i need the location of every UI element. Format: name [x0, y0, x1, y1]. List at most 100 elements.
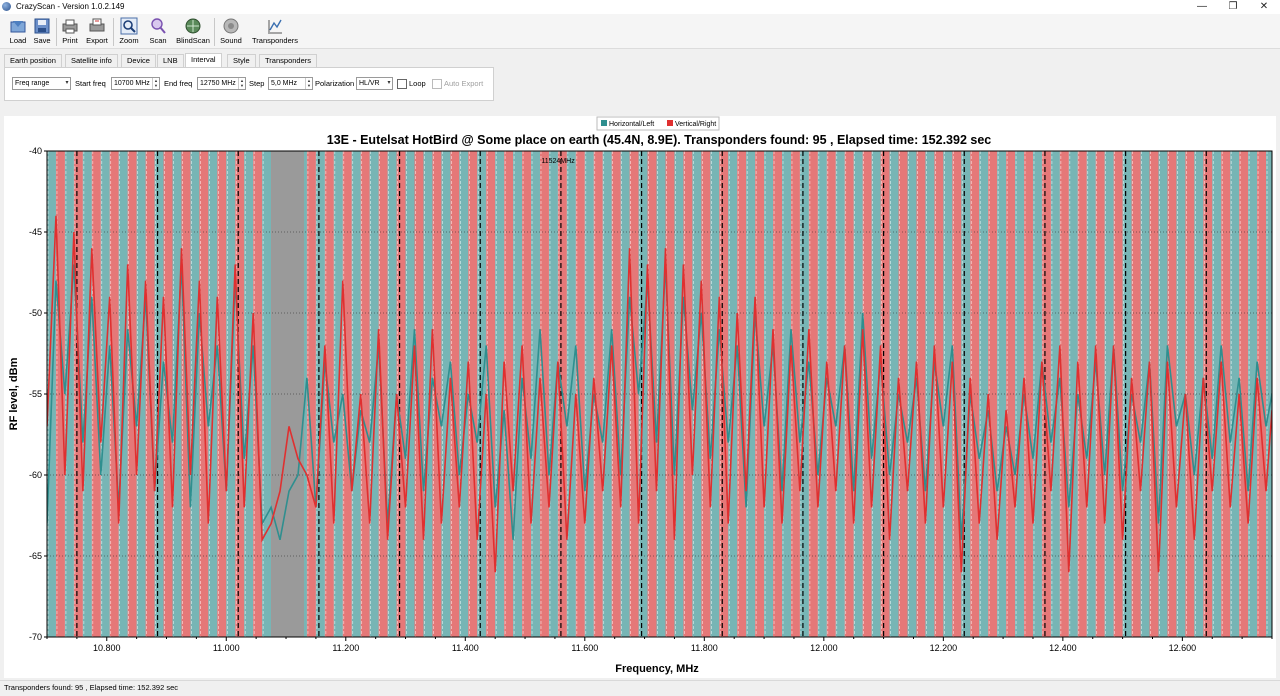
transponder-band [82, 151, 92, 637]
transponder-band [1158, 151, 1168, 637]
transponder-band [55, 151, 65, 637]
series-line-vertical [47, 215, 1272, 573]
scan-button[interactable]: Scan [146, 16, 170, 47]
transponder-band [844, 151, 854, 637]
transponder-band [584, 151, 594, 637]
polarization-select[interactable]: HL/VR ▾ [356, 77, 393, 90]
transponder-band [782, 151, 791, 637]
transponder-band [459, 151, 469, 637]
transponder-band [799, 151, 809, 637]
transponder-band [808, 151, 818, 637]
x-tick-label: 11.600 [571, 643, 598, 653]
y-tick-label: -40 [29, 146, 42, 156]
close-button[interactable]: ✕ [1259, 1, 1269, 12]
step-input[interactable]: 5,0 MHz ▲ ▼ [268, 77, 313, 90]
tab-style[interactable]: Style [227, 54, 256, 67]
transponder-band [656, 151, 666, 637]
transponder-band [1203, 151, 1213, 637]
blindscan-icon [185, 18, 201, 34]
transponder-band [513, 151, 523, 637]
spin-arrows-icon[interactable]: ▲ ▼ [238, 78, 245, 89]
print-label: Print [62, 36, 78, 45]
x-tick-label: 12.600 [1169, 643, 1197, 653]
tab-device[interactable]: Device [121, 54, 156, 67]
tab-lnb[interactable]: LNB [157, 54, 184, 67]
save-button[interactable]: Save [31, 16, 53, 47]
end-freq-value: 12750 MHz [200, 80, 236, 87]
transponder-band [1248, 151, 1258, 637]
transponder-band [1230, 151, 1240, 637]
tab-transponders[interactable]: Transponders [259, 54, 317, 67]
y-tick-label: -45 [29, 227, 42, 237]
transponder-band [1194, 151, 1204, 637]
tab-satellite-info[interactable]: Satellite info [65, 54, 118, 67]
toolbar-separator [113, 18, 114, 46]
window-title: CrazyScan - Version 1.0.2.149 [16, 2, 125, 11]
title-bar: CrazyScan - Version 1.0.2.149 — ❐ ✕ [0, 0, 1280, 14]
tab-earth-position[interactable]: Earth position [4, 54, 62, 67]
zoom-button[interactable]: Zoom [117, 16, 141, 47]
x-tick-label: 11.400 [452, 643, 479, 653]
transponders-icon [268, 19, 282, 34]
transponder-band [898, 151, 908, 637]
export-button[interactable]: Export [84, 16, 110, 47]
step-value: 5,0 MHz [271, 80, 298, 87]
chevron-down-icon: ▾ [387, 80, 391, 86]
transponders-button[interactable]: Transponders [250, 16, 300, 47]
polarization-label: Polarization [315, 79, 355, 88]
spectrum-chart-svg[interactable]: -40 -45 -50 -55 -60 -65 -70 10.800 11.000 11.200… [4, 116, 1276, 678]
maximize-button[interactable]: ❐ [1228, 1, 1238, 12]
x-axis-label: Frequency, MHz [615, 663, 699, 675]
transponders-label: Transponders [252, 36, 298, 45]
export-label: Export [86, 36, 108, 45]
transponder-band [495, 151, 505, 637]
sound-button[interactable]: Sound [218, 16, 244, 47]
legend-swatch-vertical [667, 120, 673, 126]
interval-panel: Freq range ▾ Start freq 10700 MHz ▲ ▼ End… [4, 67, 494, 101]
chevron-down-icon: ▾ [65, 80, 69, 86]
y-axis-ticks: -40 -45 -50 -55 -60 -65 -70 [29, 146, 47, 642]
legend-label-vertical: Vertical/Right [675, 121, 716, 128]
transponder-band [423, 151, 433, 637]
spin-arrows-icon[interactable]: ▲ ▼ [152, 78, 159, 89]
transponder-band [548, 151, 558, 637]
load-button[interactable]: Load [6, 16, 30, 47]
load-icon [10, 21, 26, 33]
x-tick-label: 12.200 [930, 643, 958, 653]
tab-interval[interactable]: Interval [185, 53, 222, 68]
transponder-band [826, 151, 836, 637]
sound-icon [223, 18, 239, 34]
auto-export-label: Auto Export [444, 79, 484, 88]
y-axis-label: RF level, dBm [8, 357, 20, 430]
loop-checkbox[interactable] [397, 79, 407, 89]
load-label: Load [9, 36, 27, 45]
transponder-band [566, 151, 576, 637]
x-tick-label: 11.200 [332, 643, 359, 653]
transponder-band [522, 151, 532, 637]
auto-export-checkbox[interactable] [432, 79, 442, 89]
transponder-band [1266, 151, 1272, 637]
start-freq-input[interactable]: 10700 MHz ▲ ▼ [111, 77, 160, 90]
y-tick-label: -65 [29, 551, 42, 561]
transponder-band [889, 151, 899, 637]
blindscan-button[interactable]: BlindScan [176, 16, 210, 47]
transponder-band [64, 151, 74, 637]
transponder-band [575, 151, 585, 637]
spectrum-chart[interactable]: -40 -45 -50 -55 -60 -65 -70 10.800 11.000 11.200… [4, 116, 1276, 678]
print-button[interactable]: Print [59, 16, 81, 47]
minimize-button[interactable]: — [1197, 1, 1207, 12]
toolbar-separator [56, 18, 57, 46]
print-icon [62, 19, 78, 34]
zoom-label: Zoom [119, 36, 139, 45]
spin-arrows-icon[interactable]: ▲ ▼ [305, 78, 312, 89]
export-icon [89, 18, 105, 32]
transponder-band [432, 151, 442, 637]
transponder-band [1176, 151, 1186, 637]
scan-label: Scan [149, 36, 167, 45]
transponder-band [683, 151, 693, 637]
transponder-band [73, 151, 83, 637]
zoom-icon [120, 17, 138, 35]
legend-swatch-horizontal [601, 120, 607, 126]
end-freq-input[interactable]: 12750 MHz ▲ ▼ [197, 77, 246, 90]
range-mode-select[interactable]: Freq range ▾ [12, 77, 71, 90]
